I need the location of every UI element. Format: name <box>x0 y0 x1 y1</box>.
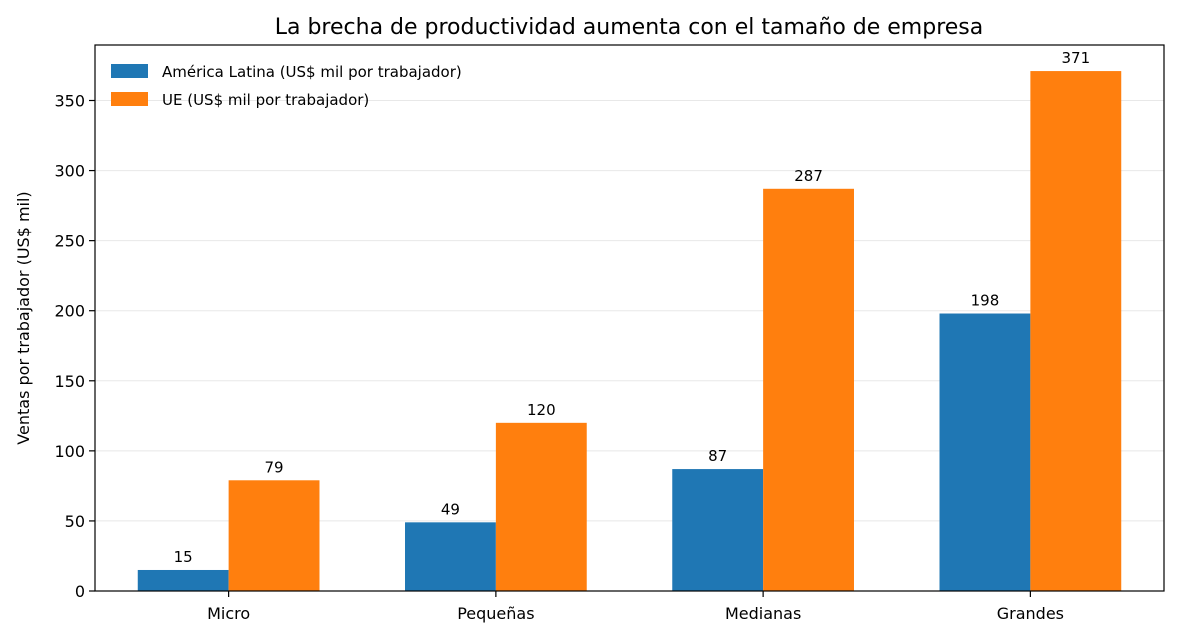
y-tick-label: 50 <box>65 512 85 531</box>
x-tick-label: Medianas <box>725 604 801 623</box>
data-labels: 15 79 49 120 87 287 198 371 <box>174 49 1090 566</box>
legend: América Latina (US$ mil por trabajador) U… <box>111 63 462 109</box>
data-label: 198 <box>971 292 1000 310</box>
chart-title: La brecha de productividad aumenta con e… <box>275 15 984 40</box>
y-tick-label: 150 <box>54 372 85 391</box>
data-label: 15 <box>174 548 193 566</box>
bar-ue-medianas <box>763 188 854 591</box>
y-axis: 0 50 100 150 200 250 300 350 <box>54 91 95 601</box>
y-tick-label: 0 <box>75 582 85 601</box>
bar-latam-grandes <box>939 313 1031 591</box>
bars <box>137 71 1122 592</box>
y-tick-label: 300 <box>54 162 85 181</box>
x-tick-label: Pequeñas <box>457 604 534 623</box>
data-label: 49 <box>441 500 460 518</box>
bar-ue-grandes <box>1030 71 1122 592</box>
data-label: 79 <box>265 458 284 476</box>
legend-swatch <box>111 92 148 106</box>
data-label: 287 <box>794 167 823 185</box>
x-axis: Micro Pequeñas Medianas Grandes <box>207 591 1064 623</box>
plot-frame <box>94 44 1165 592</box>
legend-label: UE (US$ mil por trabajador) <box>162 91 369 109</box>
bar-ue-pequeñas <box>495 422 587 591</box>
y-tick-label: 200 <box>54 302 85 321</box>
x-tick-label: Micro <box>207 604 250 623</box>
y-tick-label: 350 <box>54 91 85 110</box>
legend-swatch <box>111 64 148 78</box>
y-tick-label: 250 <box>54 232 85 251</box>
bar-ue-micro <box>228 480 320 591</box>
bar-latam-medianas <box>672 469 764 591</box>
data-label: 371 <box>1061 49 1090 67</box>
data-label: 120 <box>527 401 556 419</box>
bar-latam-micro <box>137 569 229 591</box>
grid <box>95 99 1164 522</box>
data-label: 87 <box>708 447 727 465</box>
x-tick-label: Grandes <box>997 604 1064 623</box>
legend-label: América Latina (US$ mil por trabajador) <box>162 63 462 81</box>
bar-latam-pequeñas <box>405 522 496 591</box>
y-axis-label: Ventas por trabajador (US$ mil) <box>14 191 33 444</box>
y-tick-label: 100 <box>54 442 85 461</box>
